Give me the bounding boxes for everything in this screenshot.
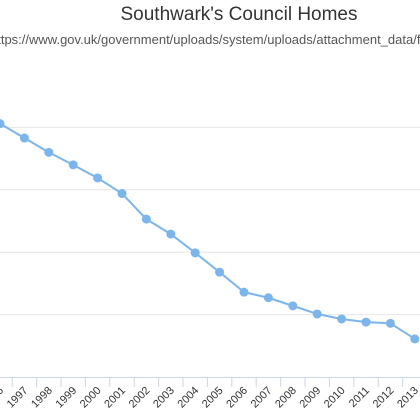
data-point bbox=[239, 287, 249, 297]
data-point bbox=[44, 147, 54, 157]
x-tick-label: 1997 bbox=[5, 385, 31, 411]
x-tick-label: 2001 bbox=[102, 385, 128, 411]
data-point bbox=[190, 248, 200, 258]
data-point bbox=[141, 214, 151, 224]
data-point bbox=[312, 309, 322, 319]
data-point bbox=[263, 293, 273, 303]
x-tick-label: 2012 bbox=[371, 385, 397, 411]
x-tick-label: 2009 bbox=[298, 385, 324, 411]
data-point bbox=[19, 133, 29, 143]
data-point bbox=[68, 160, 78, 170]
x-tick-label: 2010 bbox=[322, 385, 348, 411]
data-point bbox=[215, 267, 225, 277]
x-tick-label: 2006 bbox=[224, 385, 250, 411]
data-point bbox=[0, 119, 5, 129]
chart-title: Southwark's Council Homes bbox=[120, 4, 358, 25]
data-point bbox=[288, 301, 298, 311]
x-tick-label: 1999 bbox=[54, 385, 80, 411]
x-tick-label: 2004 bbox=[176, 385, 202, 411]
data-point bbox=[117, 189, 127, 199]
chart-subtitle: https://www.gov.uk/government/uploads/sy… bbox=[0, 32, 420, 47]
data-point bbox=[93, 173, 103, 183]
x-tick-label: 2003 bbox=[151, 385, 177, 411]
x-tick-label: 2000 bbox=[78, 385, 104, 411]
x-tick-label: 2008 bbox=[273, 385, 299, 411]
x-tick-label: 2013 bbox=[395, 385, 420, 411]
x-tick-label: 1998 bbox=[29, 385, 55, 411]
data-point bbox=[166, 229, 176, 239]
data-point bbox=[410, 334, 420, 344]
data-point bbox=[337, 314, 347, 324]
x-tick-label: 2002 bbox=[127, 385, 153, 411]
x-tick-label: 2005 bbox=[200, 385, 226, 411]
series-line bbox=[0, 122, 416, 340]
x-tick-label: 2011 bbox=[347, 385, 372, 410]
x-tick-label: 2007 bbox=[249, 385, 275, 411]
data-point bbox=[361, 317, 371, 327]
x-tick-label: 1996 bbox=[0, 385, 6, 411]
data-point bbox=[385, 318, 395, 328]
